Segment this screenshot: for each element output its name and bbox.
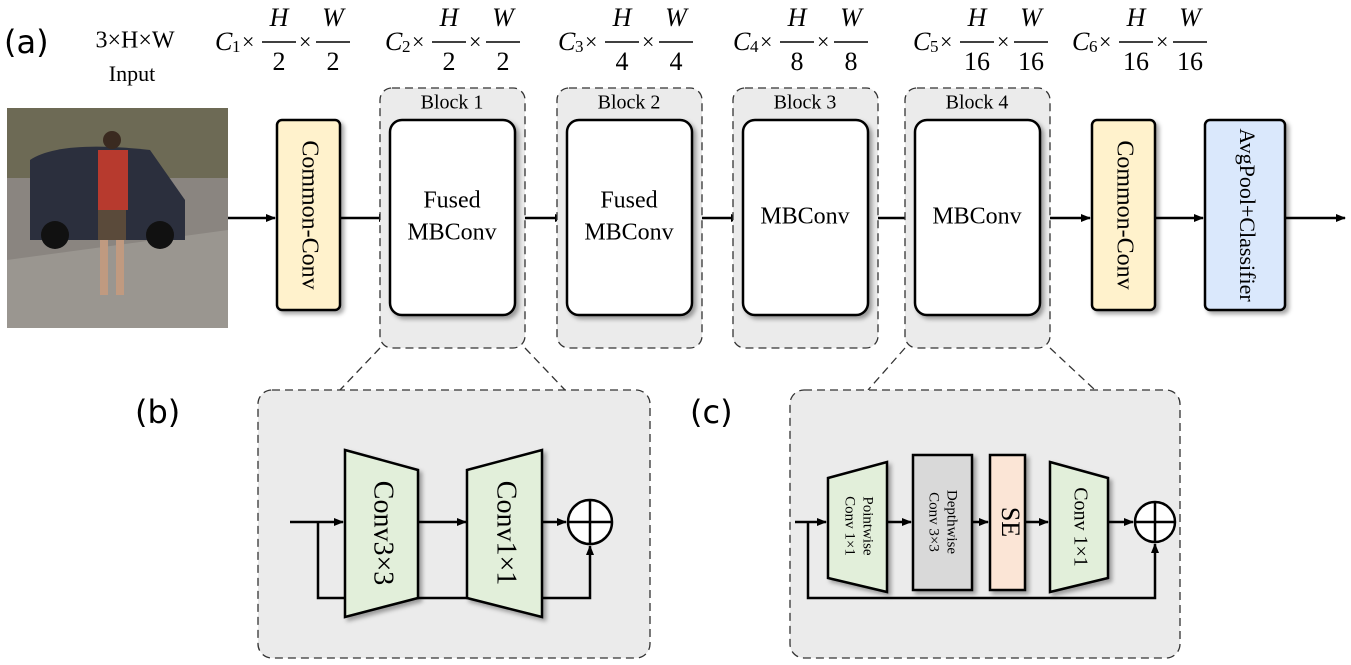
dim-den: 8 bbox=[845, 47, 858, 76]
block-line: MBConv bbox=[932, 204, 1021, 230]
pointwise-line: Pointwise bbox=[860, 496, 876, 556]
diagram: (a) 3×H×W Input Block 1FusedMBConvBlock … bbox=[0, 0, 1351, 665]
dim-num: W bbox=[1020, 3, 1044, 32]
dim-times: × bbox=[760, 29, 772, 54]
label-c: (c) bbox=[690, 393, 733, 431]
block-title: Block 3 bbox=[774, 92, 837, 114]
dim-num: W bbox=[492, 3, 516, 32]
dim-num: W bbox=[322, 3, 346, 32]
dim-num: H bbox=[612, 3, 633, 32]
dim-times: × bbox=[817, 29, 829, 54]
depthwise-line: Depthwise bbox=[944, 490, 960, 554]
dim-times: × bbox=[469, 29, 481, 54]
dim-num: H bbox=[787, 3, 808, 32]
block-title: Block 1 bbox=[421, 92, 484, 114]
dim-den: 2 bbox=[273, 47, 286, 76]
block-box bbox=[390, 120, 515, 315]
stem-label: Common-Conv bbox=[296, 140, 322, 289]
dim-den: 2 bbox=[327, 47, 340, 76]
block-line: Fused bbox=[600, 188, 657, 214]
conv1-label: Conv1×1 bbox=[491, 481, 522, 585]
dim-num: H bbox=[1126, 3, 1147, 32]
dim-den: 2 bbox=[443, 47, 456, 76]
input-image bbox=[7, 108, 228, 328]
dim-times: × bbox=[1099, 29, 1111, 54]
block-title: Block 2 bbox=[598, 92, 661, 114]
dim-den: 4 bbox=[616, 47, 629, 76]
block-line: Fused bbox=[423, 188, 480, 214]
add-c bbox=[1135, 502, 1175, 542]
dim-times: × bbox=[242, 29, 254, 54]
dim-channel: C bbox=[913, 27, 931, 56]
input-dim: 3×H×W bbox=[95, 28, 174, 54]
dim-times: × bbox=[585, 29, 597, 54]
block-box bbox=[567, 120, 692, 315]
se-label: SE bbox=[996, 507, 1025, 537]
dim-times: × bbox=[997, 29, 1009, 54]
dim-num: H bbox=[439, 3, 460, 32]
dim-num: W bbox=[665, 3, 689, 32]
dim-den: 16 bbox=[964, 47, 990, 76]
label-b: (b) bbox=[135, 393, 180, 431]
dim-times: × bbox=[299, 29, 311, 54]
dim-den: 16 bbox=[1018, 47, 1044, 76]
dim-index: 2 bbox=[402, 37, 411, 56]
dim-den: 2 bbox=[497, 47, 510, 76]
dim-channel: C bbox=[1072, 27, 1090, 56]
block-title: Block 4 bbox=[946, 92, 1009, 114]
dim-index: 5 bbox=[930, 37, 939, 56]
dim-times: × bbox=[642, 29, 654, 54]
dim-index: 3 bbox=[575, 37, 584, 56]
dim-channel: C bbox=[385, 27, 403, 56]
dim-den: 4 bbox=[670, 47, 683, 76]
dim-den: 16 bbox=[1123, 47, 1149, 76]
pointwise-line: Conv 1×1 bbox=[842, 496, 858, 556]
head-conv-label: Common-Conv bbox=[1111, 140, 1137, 289]
block-line: MBConv bbox=[760, 204, 849, 230]
input-label: Input bbox=[109, 61, 155, 86]
dim-index: 6 bbox=[1089, 37, 1098, 56]
dim-num: H bbox=[269, 3, 290, 32]
head-label: AvgPool+Classifier bbox=[1235, 128, 1260, 302]
dim-channel: C bbox=[733, 27, 751, 56]
dim-times: × bbox=[412, 29, 424, 54]
dim-index: 4 bbox=[750, 37, 759, 56]
conv3-label: Conv3×3 bbox=[368, 481, 399, 585]
dim-den: 16 bbox=[1177, 47, 1203, 76]
dim-channel: C bbox=[558, 27, 576, 56]
conv-c-label: Conv 1×1 bbox=[1069, 487, 1091, 567]
label-a: (a) bbox=[4, 23, 49, 61]
zoom-lines bbox=[340, 348, 1095, 390]
block-line: MBConv bbox=[407, 220, 496, 246]
dim-times: × bbox=[940, 29, 952, 54]
dim-channel: C bbox=[215, 27, 233, 56]
add-b bbox=[568, 500, 612, 544]
depthwise-line: Conv 3×3 bbox=[926, 492, 942, 552]
dim-num: H bbox=[967, 3, 988, 32]
dim-den: 8 bbox=[791, 47, 804, 76]
dim-num: W bbox=[1179, 3, 1203, 32]
dim-index: 1 bbox=[232, 37, 241, 56]
dim-times: × bbox=[1156, 29, 1168, 54]
block-line: MBConv bbox=[584, 220, 673, 246]
dim-num: W bbox=[840, 3, 864, 32]
